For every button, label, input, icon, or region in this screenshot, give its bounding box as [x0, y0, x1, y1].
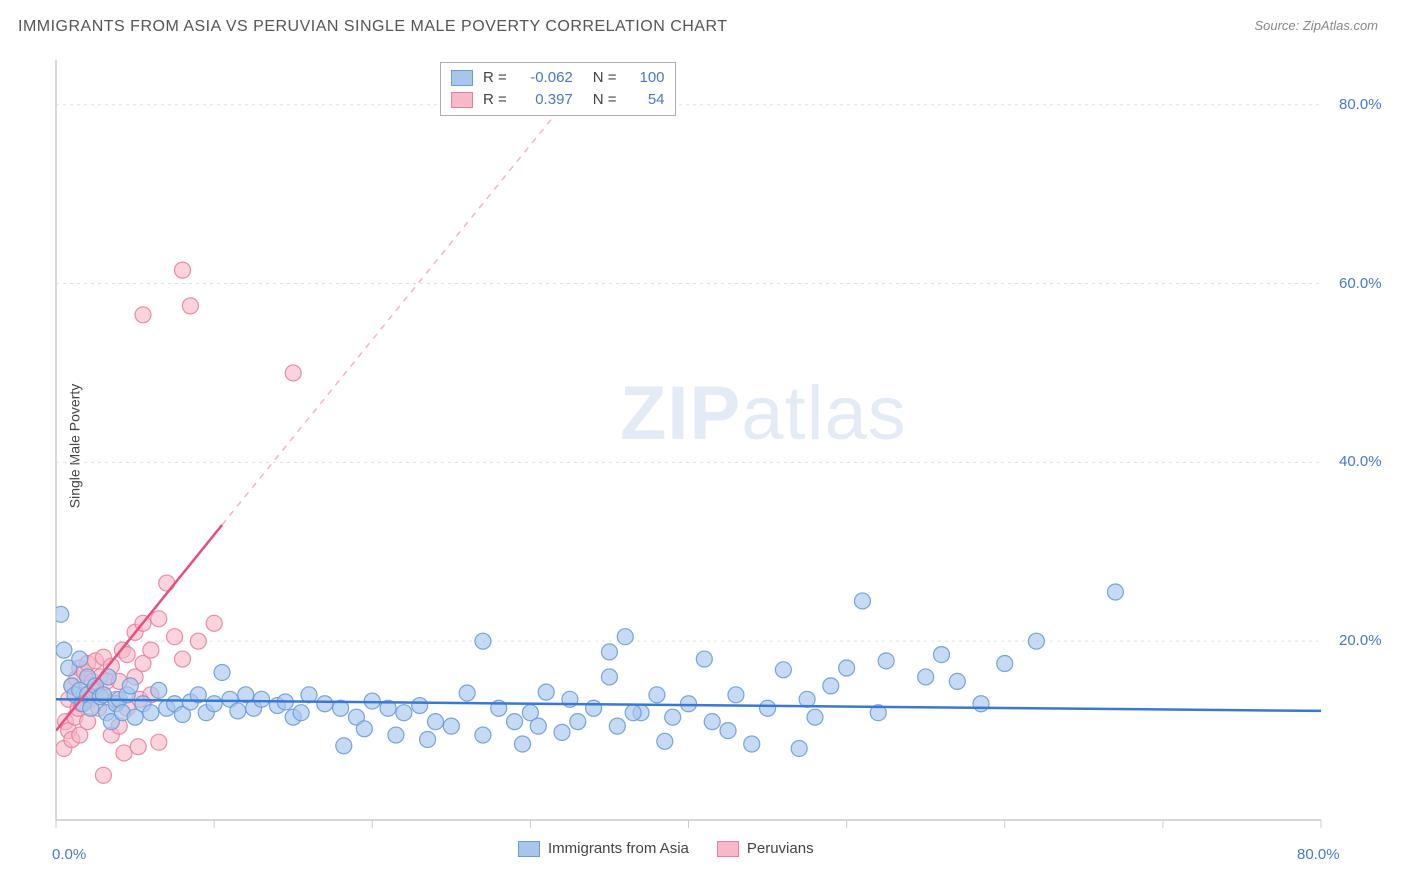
x-tick-label: 80.0%	[1297, 846, 1340, 863]
legend-item-peruvian: Peruvians	[717, 840, 814, 857]
r-label: R =	[483, 67, 507, 89]
y-tick-label: 40.0%	[1339, 453, 1382, 470]
r-value-asia: -0.062	[517, 67, 573, 89]
legend-label-peruvian: Peruvians	[747, 840, 814, 857]
n-label: N =	[593, 89, 617, 111]
stats-row-2: R = 0.397 N = 54	[451, 89, 665, 111]
y-tick-label: 80.0%	[1339, 96, 1382, 113]
stats-legend: R = -0.062 N = 100 R = 0.397 N = 54	[440, 62, 676, 116]
legend-label-asia: Immigrants from Asia	[548, 840, 689, 857]
n-value-peruvian: 54	[627, 89, 665, 111]
n-label: N =	[593, 67, 617, 89]
r-value-peruvian: 0.397	[517, 89, 573, 111]
series-legend: Immigrants from Asia Peruvians	[518, 840, 814, 857]
legend-swatch-peruvian	[451, 92, 473, 108]
legend-item-asia: Immigrants from Asia	[518, 840, 689, 857]
legend-swatch-peruvian	[717, 841, 739, 857]
legend-swatch-asia	[451, 70, 473, 86]
y-tick-label: 60.0%	[1339, 275, 1382, 292]
stats-row-1: R = -0.062 N = 100	[451, 67, 665, 89]
plot-area	[0, 0, 1406, 892]
x-tick-label: 0.0%	[52, 846, 86, 863]
n-value-asia: 100	[627, 67, 665, 89]
r-label: R =	[483, 89, 507, 111]
y-tick-label: 20.0%	[1339, 632, 1382, 649]
legend-swatch-asia	[518, 841, 540, 857]
